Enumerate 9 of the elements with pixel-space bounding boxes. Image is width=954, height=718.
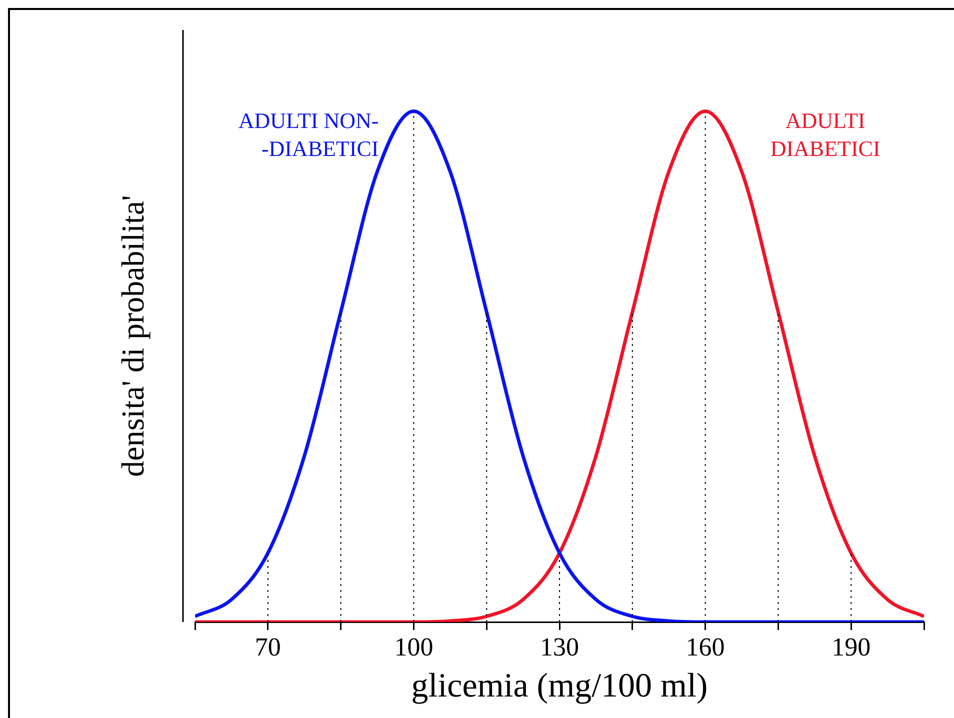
x-tick-label: 70 (254, 632, 281, 662)
x-axis-title: glicemia (mg/100 ml) (411, 668, 708, 705)
x-tick-label: 160 (686, 632, 725, 662)
y-axis-title: densita' di probabilita' (114, 195, 150, 477)
x-tick-label: 130 (540, 632, 579, 662)
x-tick-label: 190 (832, 632, 871, 662)
x-tick-label: 100 (394, 632, 434, 662)
series-label: ADULTI DIABETICI (770, 108, 880, 162)
series-label: ADULTI NON- -DIABETICI (238, 108, 379, 162)
